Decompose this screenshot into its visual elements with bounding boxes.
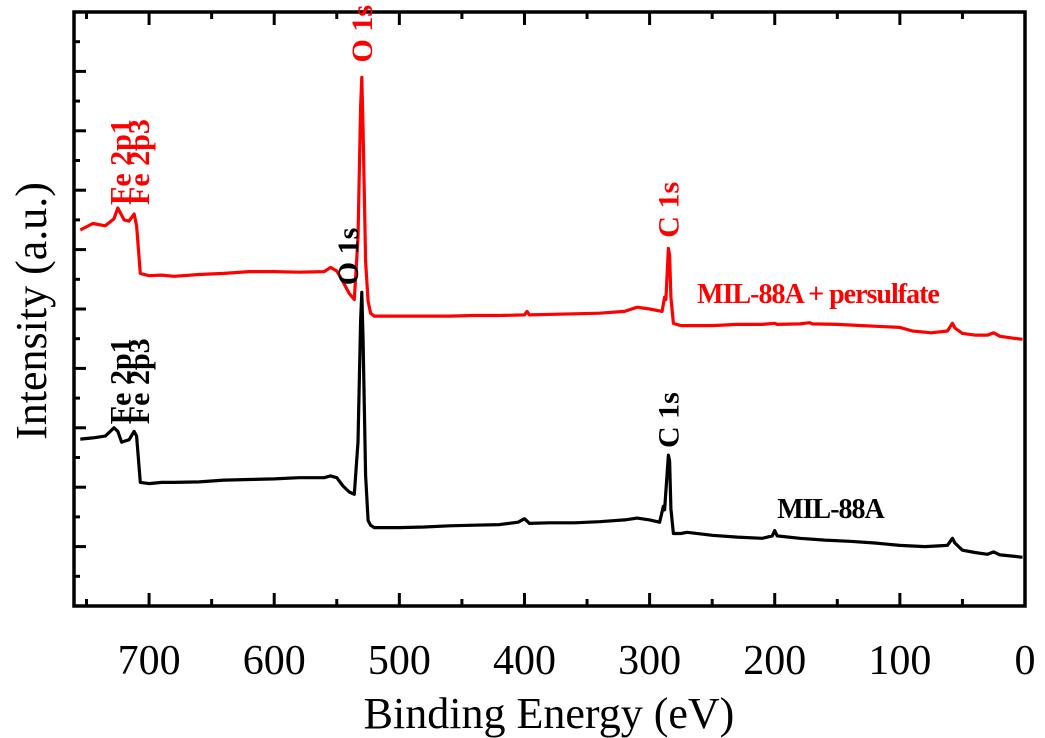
peak-label: Fe 2p3 [123, 338, 156, 424]
x-tick-label: 400 [493, 638, 556, 684]
series-line-2 [80, 290, 1023, 559]
peak-label: Fe 2p1 [104, 338, 137, 424]
series-layer [79, 75, 1023, 559]
series-label: MIL-88A [777, 494, 885, 525]
series-line-1 [79, 75, 1023, 341]
x-tick-label: 100 [868, 638, 931, 684]
peak-label: C 1s [652, 182, 685, 238]
peak-label: Fe 2p3 [123, 119, 156, 205]
x-tick-label: 600 [243, 638, 306, 684]
x-tick-label: 300 [618, 638, 681, 684]
x-tick-label: 500 [368, 638, 431, 684]
x-axis-title: Binding Energy (eV) [364, 689, 735, 738]
axis-ticks: 700 600 500 400 300 200 100 0 [74, 12, 1036, 684]
x-tick-label: 0 [1015, 638, 1036, 684]
y-axis-title: Intensity (a.u.) [7, 182, 56, 440]
peak-label: O 1s [332, 228, 365, 286]
series-labels: MIL-88A + persulfate MIL-88A [697, 279, 940, 525]
peak-label: O 1s [346, 5, 379, 63]
series-label: MIL-88A + persulfate [697, 279, 939, 310]
x-tick-label: 700 [118, 638, 181, 684]
peak-label: C 1s [652, 392, 685, 448]
x-tick-label: 200 [743, 638, 806, 684]
peak-label: Fe 2p1 [104, 119, 137, 205]
